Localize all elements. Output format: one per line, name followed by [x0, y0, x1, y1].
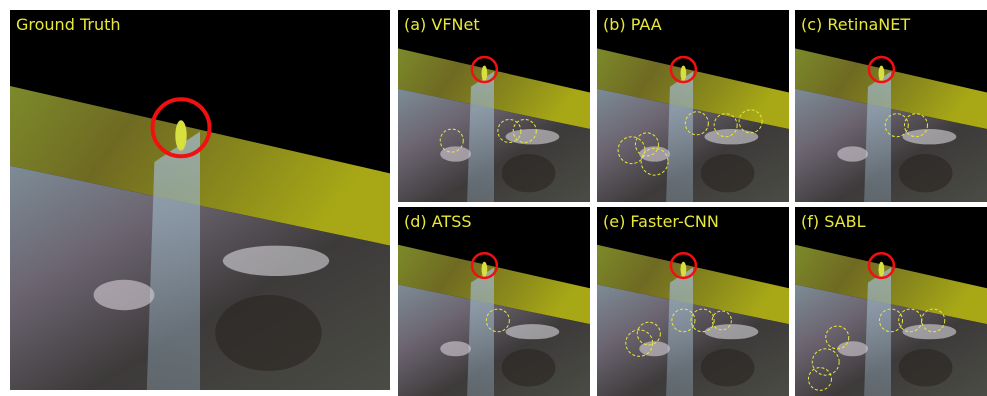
dark-patch — [701, 349, 755, 387]
smoke-plume — [467, 267, 494, 396]
bright-patch — [223, 246, 329, 276]
fire-spot — [175, 120, 186, 150]
scene — [597, 10, 789, 202]
smoke-plume — [147, 132, 200, 390]
figure: {"panels": [ {"label": "Ground Truth"}, … — [0, 0, 987, 396]
dark-patch — [502, 349, 556, 387]
bright-patch — [440, 341, 471, 356]
bright-patch — [903, 129, 957, 144]
image-panel: (b) PAA — [597, 10, 789, 202]
dark-patch — [701, 154, 755, 192]
image-panel: Ground Truth — [10, 10, 390, 390]
dark-patch — [899, 349, 953, 387]
image-panel: (d) ATSS — [398, 207, 590, 396]
bright-patch — [837, 341, 868, 356]
smoke-plume — [666, 267, 693, 396]
fire-spot — [681, 66, 687, 81]
fire-spot — [879, 262, 885, 277]
scene — [398, 207, 590, 396]
fire-spot — [879, 66, 885, 81]
panel-label: (c) RetinaNET — [801, 15, 910, 34]
scene — [398, 10, 590, 202]
scene — [795, 10, 987, 202]
image-panel: (a) VFNet — [398, 10, 590, 202]
image-panel: (f) SABL — [795, 207, 987, 396]
panel-label: (b) PAA — [603, 15, 662, 34]
dark-patch — [899, 154, 953, 192]
panel-label: (a) VFNet — [404, 15, 480, 34]
dark-patch — [215, 295, 321, 371]
bright-patch — [705, 129, 759, 144]
fire-spot — [482, 262, 488, 277]
dark-patch — [502, 154, 556, 192]
panel-label: (e) Faster-CNN — [603, 212, 719, 231]
fire-spot — [681, 262, 687, 277]
bright-patch — [506, 324, 560, 339]
scene — [597, 207, 789, 396]
smoke-plume — [864, 71, 891, 202]
smoke-plume — [864, 267, 891, 396]
image-panel: (e) Faster-CNN — [597, 207, 789, 396]
bright-patch — [837, 146, 868, 161]
smoke-plume — [666, 71, 693, 202]
panel-label: (f) SABL — [801, 212, 866, 231]
fire-spot — [482, 66, 488, 81]
bright-patch — [440, 146, 471, 161]
image-panel: (c) RetinaNET — [795, 10, 987, 202]
bright-patch — [94, 280, 155, 310]
smoke-plume — [467, 71, 494, 202]
scene — [10, 10, 390, 390]
scene — [795, 207, 987, 396]
panel-label: (d) ATSS — [404, 212, 472, 231]
panel-label: Ground Truth — [16, 15, 121, 34]
